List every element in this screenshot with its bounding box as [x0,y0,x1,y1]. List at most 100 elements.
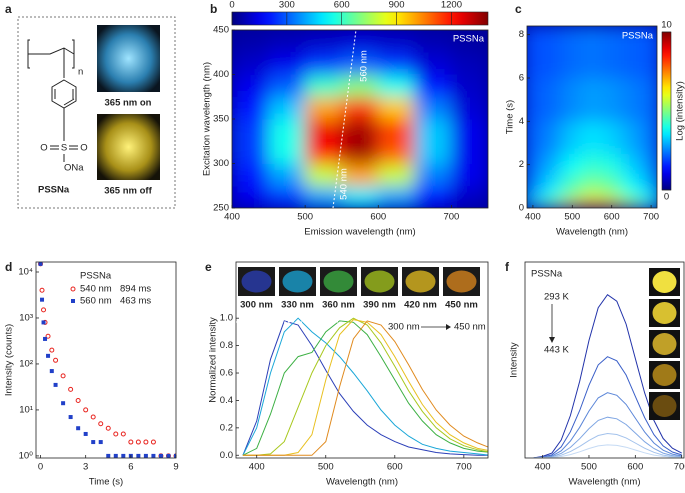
heatmap-cell [232,30,270,53]
heatmap-cell [268,51,306,75]
photo-glow [282,270,313,293]
point [91,440,96,445]
legend-marker [70,286,76,292]
y-axis-label: Normalized intensity [208,317,219,403]
legend-label: 540 nm [80,284,112,295]
lines [525,294,682,458]
heatmap-cell [561,77,583,122]
y-tick-label: 250 [213,203,229,214]
y-tick-label: 2 [519,159,524,170]
heatmap [527,26,657,208]
point [98,440,103,445]
heatmap-cell [414,118,452,142]
x-tick-label: 700 [643,212,659,223]
point [45,333,51,339]
point [38,262,43,266]
colorbar-tick-label: 10 [661,20,672,31]
photo-label: 360 nm [322,300,355,311]
x-tick-label: 600 [604,212,620,223]
legend-note: 463 ms [120,296,151,307]
heatmap-cell [414,30,452,53]
y-tick-label: 8 [519,29,524,40]
series-line [242,317,488,456]
heatmap-cell [304,51,343,75]
heatmap-cell [232,163,270,187]
heatmap-cell [621,192,642,202]
heatmap-cell [450,96,488,120]
y-tick-label: 0.0 [220,450,233,461]
y-tick-label: 300 [213,158,229,169]
point [105,425,111,431]
heatmap-cell [341,163,379,187]
y-axis-label: Excitation wavelength (nm) [202,62,213,176]
heatmap-cell [561,175,583,194]
point [113,431,119,437]
heatmap-cell [304,96,343,120]
panel-label: e [205,260,212,274]
photo-glow [652,395,677,417]
series-line [242,320,488,456]
colorbar-tick-label: 1200 [441,0,462,11]
x-tick-label: 600 [627,462,643,473]
heatmap-cell [542,201,563,208]
atom-label: S [61,143,67,154]
point [76,426,81,431]
heatmap-cell [450,140,488,164]
colorbar-tick-label: 900 [389,0,405,11]
heatmap-cell [414,163,452,187]
x-tick-label: 6 [128,462,133,473]
x-axis-label: Wavelength (nm) [569,477,641,488]
heatmap-cell [561,26,583,79]
y-tick-label: 10⁴ [18,267,33,278]
y-tick-label: 0.2 [220,422,233,433]
x-tick-label: 9 [173,462,178,473]
x-tick-label: 0 [38,462,43,473]
heatmap-cell [304,163,343,187]
photo [97,25,160,92]
heatmap-cell [377,118,416,142]
photo-label: 330 nm [281,300,314,311]
heatmap-cell [601,153,623,176]
point [41,307,47,313]
point [68,415,73,420]
annotation: 540 nm [339,168,350,200]
heatmap-cell [640,192,657,202]
atom-label: n [78,67,83,78]
colorbar [661,31,672,191]
guide-line [332,29,357,209]
heatmap-cell [232,140,270,164]
heatmap-cells [232,30,488,208]
photo-label: 450 nm [445,300,478,311]
heatmap-cell [341,96,379,120]
heatmap-cell [268,140,306,164]
annotation: 300 nm [388,322,420,333]
heatmap-cell [581,120,603,155]
y-tick-label: 10¹ [19,404,33,415]
heatmap-cell [621,26,642,79]
series-line [525,294,682,458]
heatmap-cell [341,51,379,75]
heatmap-cell [621,153,642,176]
point [136,453,141,458]
series-line [525,356,682,458]
heatmap-cell [450,118,488,142]
plot-frame [35,261,177,459]
heatmap-cell [640,120,657,155]
heatmap-cell [640,26,657,79]
point [61,401,66,406]
point [68,386,74,392]
panel-label: a [5,2,12,16]
photo-glow [652,333,677,355]
colorbar [231,11,489,26]
heatmap-cell [581,192,603,202]
colorbar-tick-label: 600 [334,0,350,11]
heatmap-cell [304,185,343,208]
annotation: PSSNa [622,31,654,42]
heatmap-cell [527,153,544,176]
x-tick-label: 400 [525,212,541,223]
legend-title: PSSNa [80,271,112,282]
heatmap-cell [601,26,623,79]
y-tick-label: 10⁰ [19,450,34,461]
point [143,439,149,445]
series-line [242,320,488,456]
